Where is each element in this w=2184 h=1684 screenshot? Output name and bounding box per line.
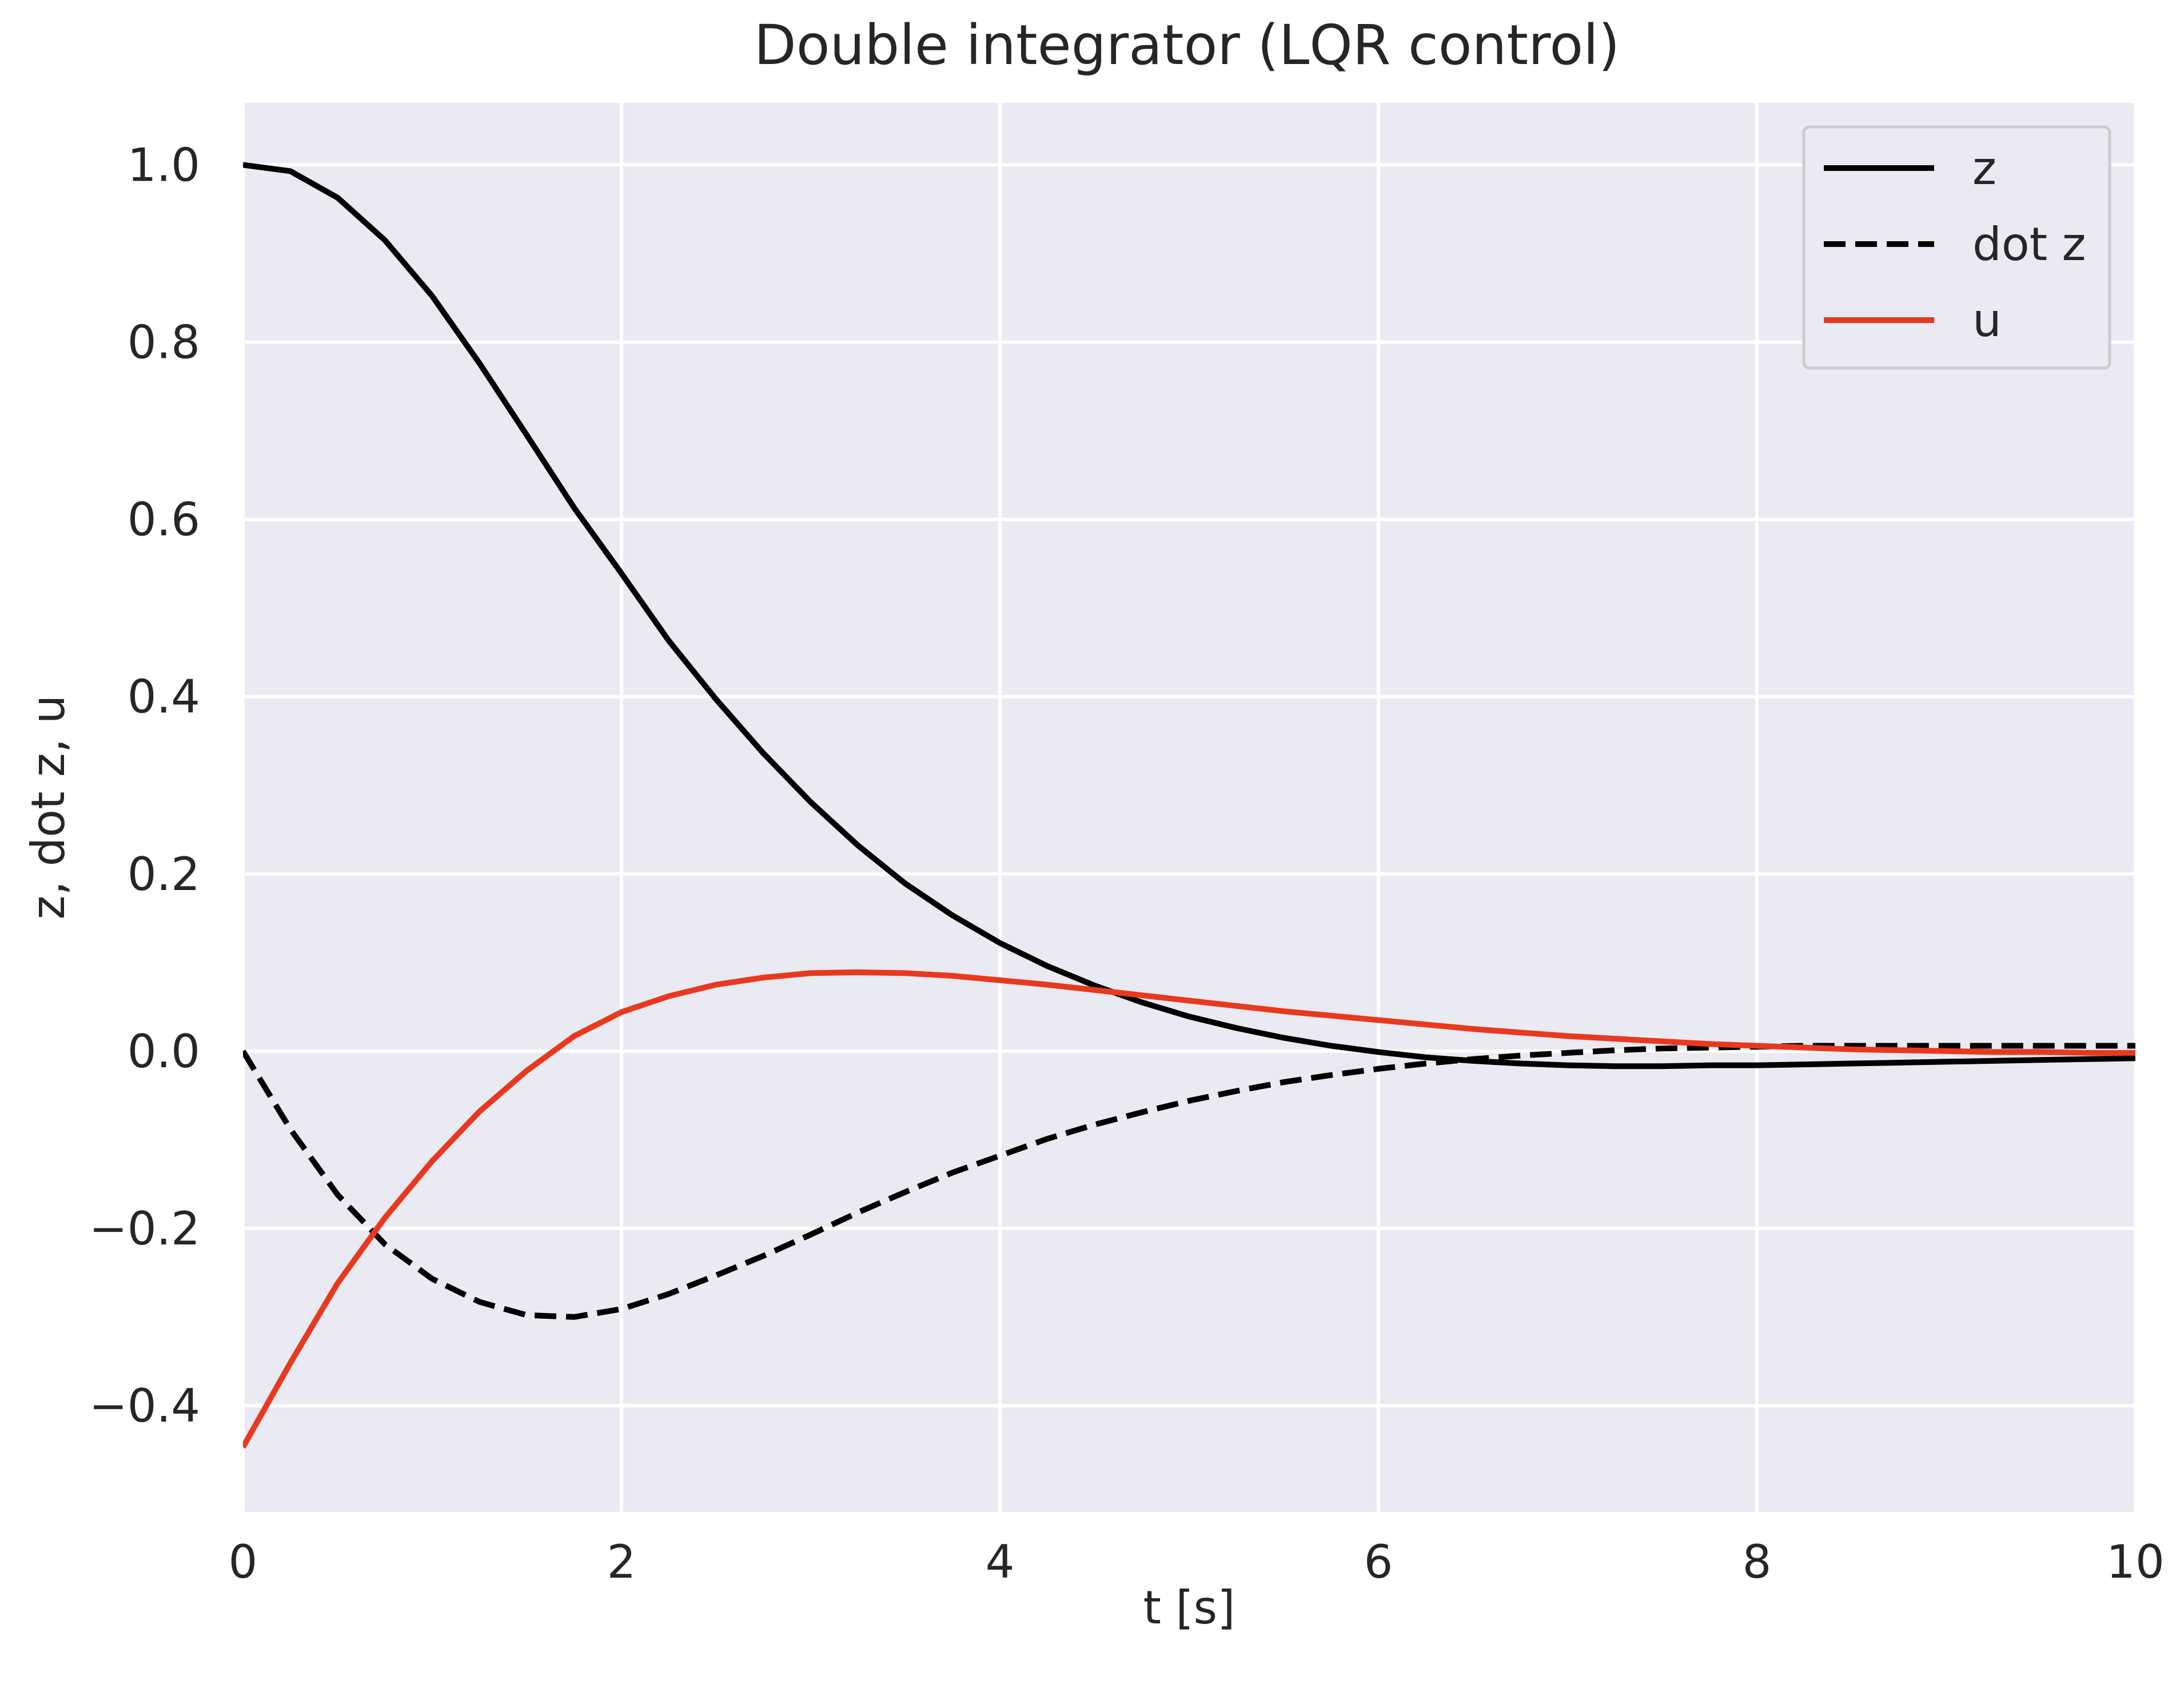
chart-title: Double integrator (LQR control)	[754, 13, 1620, 77]
y-tick-label: 1.0	[127, 139, 200, 192]
y-tick-labels: −0.4 −0.2 0.0 0.2 0.4 0.6 0.8 1.0	[89, 139, 200, 1432]
series-line-z	[243, 162, 2135, 1070]
y-tick-label: 0.2	[127, 848, 200, 901]
x-tick-labels: 0 2 4 6 8 10	[229, 1535, 2165, 1589]
series-layer	[243, 162, 2135, 1449]
y-tick-label: −0.4	[89, 1379, 200, 1432]
legend-box	[1802, 125, 2111, 370]
x-tick-label: 10	[2106, 1535, 2165, 1589]
y-axis-label: z, dot z, u	[22, 695, 75, 920]
x-axis-label: t [s]	[1143, 1581, 1236, 1634]
x-tick-label: 8	[1743, 1535, 1772, 1589]
y-tick-label: 0.6	[127, 493, 200, 546]
legend-label: u	[1972, 294, 2002, 347]
legend-label: z	[1972, 142, 1996, 195]
x-tick-label: 2	[607, 1535, 636, 1589]
y-tick-label: −0.2	[89, 1202, 200, 1255]
x-tick-label: 6	[1364, 1535, 1393, 1589]
x-tick-label: 4	[986, 1535, 1015, 1589]
y-tick-label: 0.4	[127, 671, 200, 724]
grid	[241, 103, 2137, 1512]
legend-label: dot z	[1972, 218, 2086, 271]
y-tick-label: 0.0	[127, 1025, 200, 1078]
series-line-u	[243, 969, 2135, 1449]
legend: z dot z u	[1802, 125, 2111, 370]
y-tick-label: 0.8	[127, 316, 200, 369]
x-tick-label: 0	[229, 1535, 258, 1589]
